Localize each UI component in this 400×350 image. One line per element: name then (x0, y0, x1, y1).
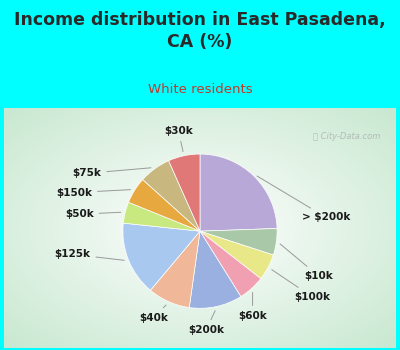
Text: $60k: $60k (238, 292, 267, 321)
Wedge shape (123, 223, 200, 290)
Wedge shape (150, 231, 200, 308)
Text: $150k: $150k (56, 188, 130, 198)
Text: $125k: $125k (54, 249, 124, 260)
Wedge shape (128, 180, 200, 231)
Wedge shape (189, 231, 241, 308)
Text: $200k: $200k (188, 311, 224, 335)
Wedge shape (200, 231, 261, 296)
Wedge shape (123, 202, 200, 231)
Text: $30k: $30k (164, 126, 193, 152)
Text: White residents: White residents (148, 83, 252, 96)
Wedge shape (200, 154, 277, 231)
Text: $10k: $10k (280, 244, 333, 281)
Text: Income distribution in East Pasadena,
CA (%): Income distribution in East Pasadena, CA… (14, 11, 386, 51)
Wedge shape (169, 154, 200, 231)
Wedge shape (200, 229, 277, 255)
Text: ⓘ City-Data.com: ⓘ City-Data.com (313, 132, 380, 141)
Text: $40k: $40k (139, 305, 168, 323)
Wedge shape (143, 161, 200, 231)
Wedge shape (200, 231, 273, 279)
Text: $100k: $100k (272, 270, 330, 302)
Text: $75k: $75k (72, 168, 151, 179)
Text: $50k: $50k (65, 209, 121, 219)
Text: > $200k: > $200k (257, 176, 350, 222)
